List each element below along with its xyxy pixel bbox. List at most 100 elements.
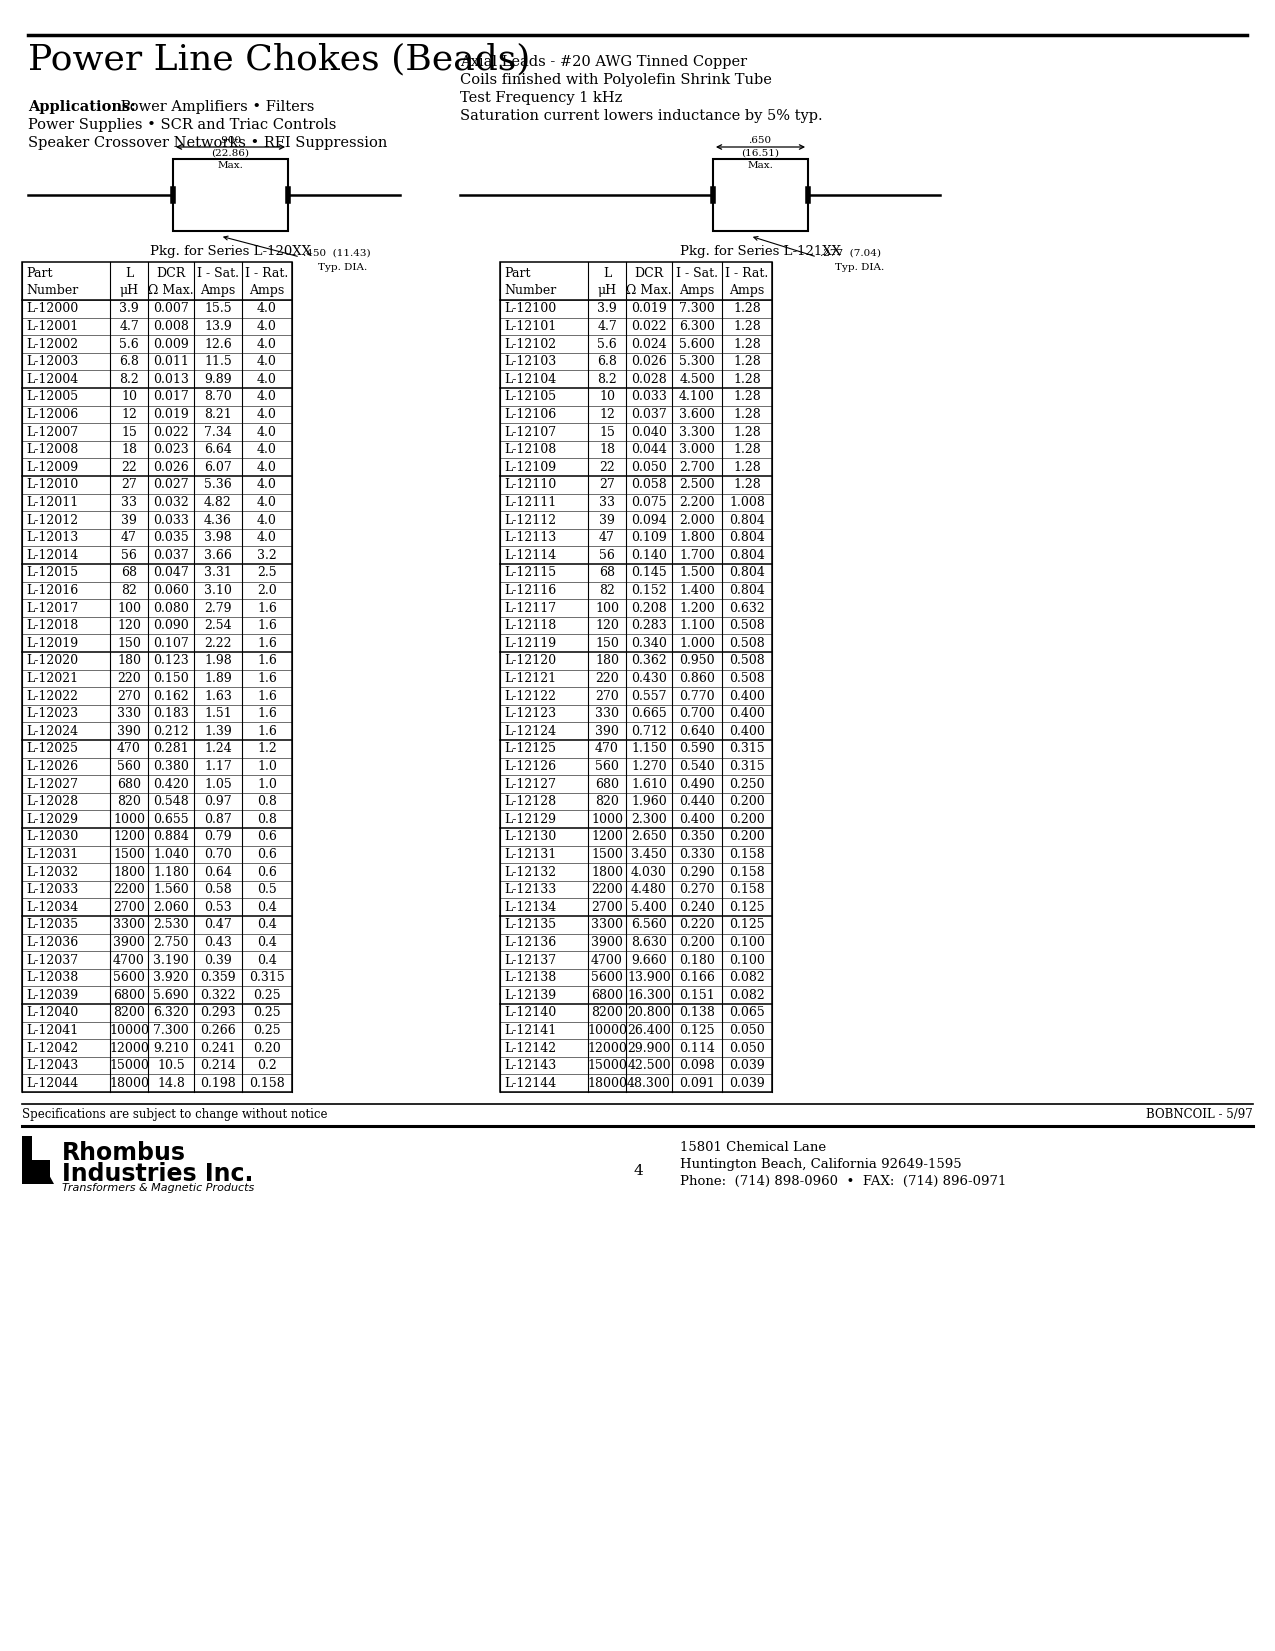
- Text: 0.590: 0.590: [680, 743, 715, 755]
- Text: 2.54: 2.54: [204, 619, 232, 632]
- Text: L-12131: L-12131: [504, 849, 556, 860]
- Text: L-12011: L-12011: [26, 495, 78, 509]
- Text: L-12128: L-12128: [504, 796, 556, 807]
- Text: Pkg. for Series L-120XX: Pkg. for Series L-120XX: [149, 244, 311, 258]
- Text: L-12103: L-12103: [504, 355, 556, 368]
- Text: 3.98: 3.98: [204, 532, 232, 545]
- Text: 0.240: 0.240: [680, 901, 715, 913]
- Text: 2200: 2200: [113, 883, 145, 896]
- Text: 15: 15: [599, 426, 615, 439]
- Text: 0.007: 0.007: [153, 302, 189, 315]
- Text: 1.39: 1.39: [204, 725, 232, 738]
- Text: Number: Number: [504, 284, 556, 297]
- Text: 39: 39: [599, 513, 615, 527]
- Text: 180: 180: [117, 654, 142, 667]
- Text: 0.97: 0.97: [204, 796, 232, 807]
- Text: 0.075: 0.075: [631, 495, 667, 509]
- Text: Specifications are subject to change without notice: Specifications are subject to change wit…: [22, 1108, 328, 1121]
- Text: I - Sat.: I - Sat.: [676, 267, 718, 281]
- Text: 1200: 1200: [592, 830, 623, 844]
- Text: 0.033: 0.033: [631, 390, 667, 403]
- Text: Phone:  (714) 898-0960  •  FAX:  (714) 896-0971: Phone: (714) 898-0960 • FAX: (714) 896-0…: [680, 1176, 1006, 1189]
- Text: 2.300: 2.300: [631, 812, 667, 826]
- Text: 13.900: 13.900: [627, 971, 671, 984]
- Text: 0.53: 0.53: [204, 901, 232, 913]
- Text: 22: 22: [121, 461, 136, 474]
- Text: 0.25: 0.25: [254, 1007, 280, 1019]
- Text: 0.250: 0.250: [729, 778, 765, 791]
- Text: 0.220: 0.220: [680, 918, 715, 931]
- Text: 560: 560: [117, 759, 142, 773]
- Text: 0.350: 0.350: [680, 830, 715, 844]
- Text: L-12017: L-12017: [26, 601, 78, 614]
- Text: 15: 15: [121, 426, 136, 439]
- Text: 0.158: 0.158: [729, 865, 765, 878]
- Text: 6.560: 6.560: [631, 918, 667, 931]
- Text: 330: 330: [117, 707, 142, 720]
- Text: 6.07: 6.07: [204, 461, 232, 474]
- Bar: [32, 1161, 50, 1184]
- Text: 0.022: 0.022: [153, 426, 189, 439]
- Text: 1000: 1000: [592, 812, 623, 826]
- Text: (22.86): (22.86): [210, 149, 249, 158]
- Text: 0.019: 0.019: [631, 302, 667, 315]
- Text: 27: 27: [599, 479, 615, 492]
- Text: 0.266: 0.266: [200, 1024, 236, 1037]
- Text: 16.300: 16.300: [627, 989, 671, 1002]
- Text: 1800: 1800: [113, 865, 145, 878]
- Text: μH: μH: [120, 284, 139, 297]
- Text: I - Sat.: I - Sat.: [198, 267, 238, 281]
- Text: 1.28: 1.28: [733, 302, 761, 315]
- Text: 1.28: 1.28: [733, 337, 761, 350]
- Text: 5600: 5600: [113, 971, 145, 984]
- Text: 0.64: 0.64: [204, 865, 232, 878]
- Text: L-12031: L-12031: [26, 849, 78, 860]
- Text: Ω Max.: Ω Max.: [148, 284, 194, 297]
- Text: 26.400: 26.400: [627, 1024, 671, 1037]
- Text: 0.028: 0.028: [631, 373, 667, 386]
- Text: 0.065: 0.065: [729, 1007, 765, 1019]
- Text: 8.2: 8.2: [597, 373, 617, 386]
- Text: L-12041: L-12041: [26, 1024, 78, 1037]
- Text: L-12140: L-12140: [504, 1007, 556, 1019]
- Text: 0.860: 0.860: [680, 672, 715, 685]
- Text: 0.655: 0.655: [153, 812, 189, 826]
- Bar: [713, 158, 808, 231]
- Text: L-12137: L-12137: [504, 954, 556, 966]
- Text: 0.712: 0.712: [631, 725, 667, 738]
- Text: L-12026: L-12026: [26, 759, 78, 773]
- Text: L-12141: L-12141: [504, 1024, 556, 1037]
- Text: 0.151: 0.151: [680, 989, 715, 1002]
- Text: 3.600: 3.600: [680, 408, 715, 421]
- Text: DCR: DCR: [635, 267, 663, 281]
- Text: 0.040: 0.040: [631, 426, 667, 439]
- Text: 12.6: 12.6: [204, 337, 232, 350]
- Text: 1.6: 1.6: [258, 637, 277, 650]
- Text: 0.884: 0.884: [153, 830, 189, 844]
- Text: 0.20: 0.20: [254, 1042, 280, 1055]
- Text: 3900: 3900: [113, 936, 145, 949]
- Text: 0.037: 0.037: [153, 548, 189, 561]
- Text: 15000: 15000: [586, 1058, 627, 1071]
- Text: 1.000: 1.000: [680, 637, 715, 650]
- Polygon shape: [32, 1162, 54, 1184]
- Text: 6800: 6800: [592, 989, 623, 1002]
- Text: L-12036: L-12036: [26, 936, 78, 949]
- Text: L-12007: L-12007: [26, 426, 78, 439]
- Text: 5.690: 5.690: [153, 989, 189, 1002]
- Text: 0.024: 0.024: [631, 337, 667, 350]
- Text: 0.400: 0.400: [729, 725, 765, 738]
- Text: 0.022: 0.022: [631, 320, 667, 334]
- Text: 1.700: 1.700: [680, 548, 715, 561]
- Text: 0.091: 0.091: [680, 1076, 715, 1090]
- Text: L-12039: L-12039: [26, 989, 78, 1002]
- Text: 0.281: 0.281: [153, 743, 189, 755]
- Text: L-12107: L-12107: [504, 426, 556, 439]
- Text: 0.4: 0.4: [258, 918, 277, 931]
- Text: L-12123: L-12123: [504, 707, 556, 720]
- Text: 0.212: 0.212: [153, 725, 189, 738]
- Text: 0.039: 0.039: [729, 1058, 765, 1071]
- Text: 470: 470: [595, 743, 618, 755]
- Text: L-12142: L-12142: [504, 1042, 556, 1055]
- Text: L-12005: L-12005: [26, 390, 78, 403]
